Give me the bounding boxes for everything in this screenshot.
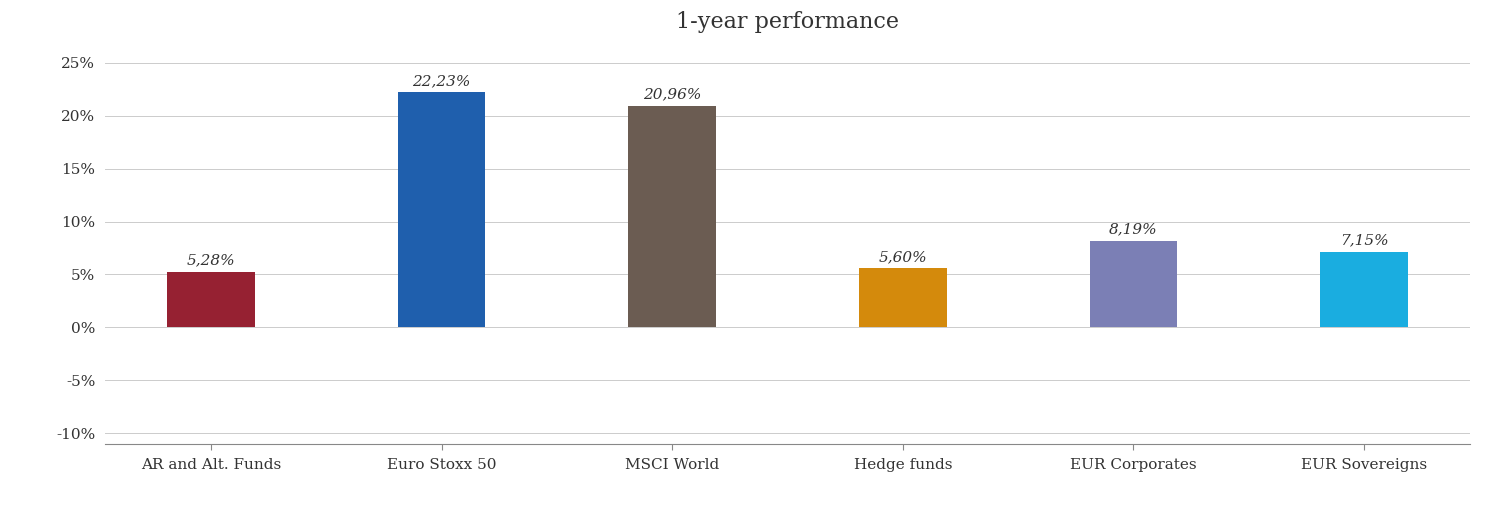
Text: 20,96%: 20,96% — [644, 87, 702, 101]
Bar — [859, 268, 946, 327]
Text: 22,23%: 22,23% — [413, 74, 471, 88]
Title: 1-year performance: 1-year performance — [676, 11, 898, 33]
Text: 8,19%: 8,19% — [1108, 222, 1158, 236]
Text: 5,28%: 5,28% — [186, 253, 236, 267]
Bar — [1089, 241, 1178, 327]
Bar — [1320, 252, 1408, 327]
Bar — [628, 105, 716, 327]
Text: 7,15%: 7,15% — [1340, 233, 1389, 247]
Bar — [398, 92, 486, 327]
Text: 5,60%: 5,60% — [879, 250, 927, 264]
Bar — [166, 271, 255, 327]
